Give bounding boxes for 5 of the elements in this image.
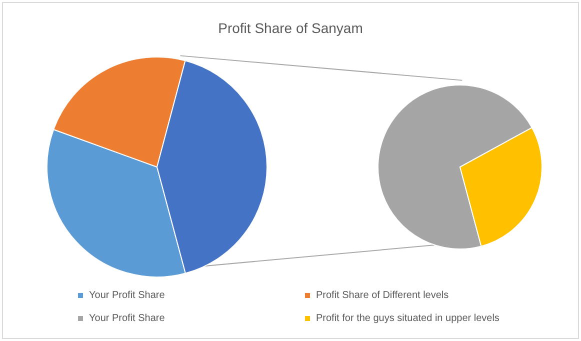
legend-label: Your Profit Share bbox=[89, 290, 165, 301]
chart-title: Profit Share of Sanyam bbox=[217, 20, 364, 36]
legend-label: Your Profit Share bbox=[89, 313, 165, 324]
legend-label: Profit for the guys situated in upper levels bbox=[316, 313, 500, 324]
legend-label: Profit Share of Different levels bbox=[316, 290, 449, 301]
